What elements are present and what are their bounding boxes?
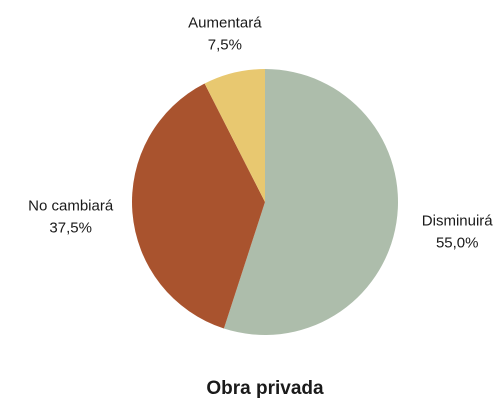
slice-label: Aumentará (188, 15, 262, 32)
slice-label: No cambiará (28, 197, 114, 214)
slice-value-label: 37,5% (49, 219, 92, 236)
chart-title: Obra privada (206, 378, 324, 399)
slice-value-label: 55,0% (436, 234, 479, 251)
slice-label: Disminuirá (422, 212, 494, 229)
pie-slice (132, 83, 265, 329)
slice-value-label: 7,5% (208, 37, 242, 54)
pie-slice (204, 69, 265, 202)
pie-slice (223, 69, 399, 336)
